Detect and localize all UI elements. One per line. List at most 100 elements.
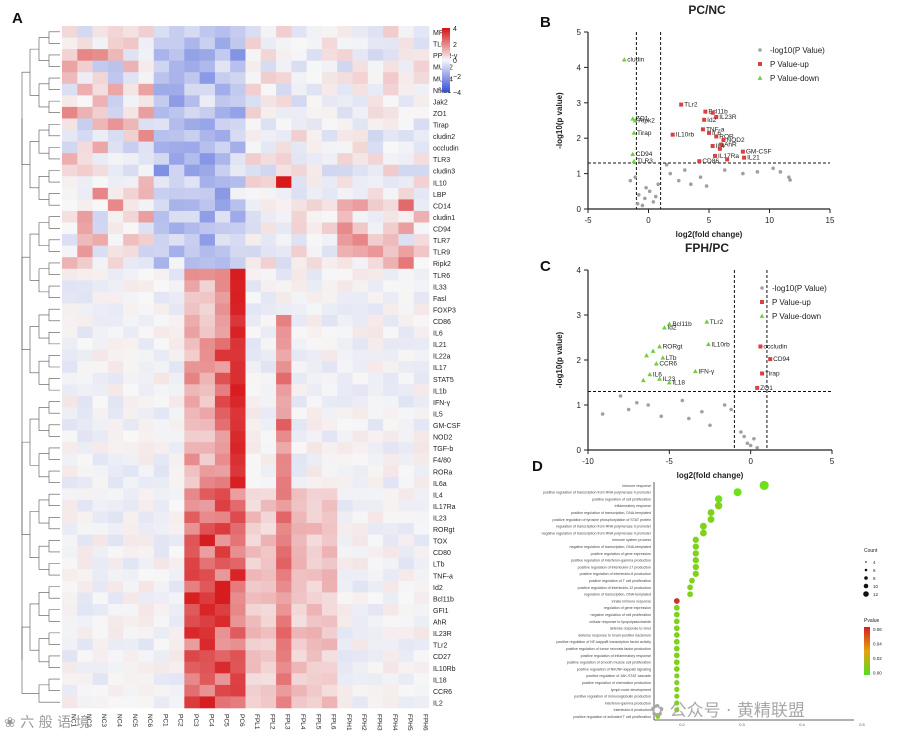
go-term-label: cellular response to lipopolysaccharide <box>589 620 651 624</box>
heatmap-cell <box>352 569 369 582</box>
colorbar-band <box>442 38 450 41</box>
heatmap-cell <box>199 291 216 304</box>
heatmap-cell <box>245 557 262 570</box>
point-down <box>704 319 710 324</box>
heatmap-cell <box>367 303 384 316</box>
heatmap-cell <box>352 314 369 327</box>
heatmap-cell <box>123 638 139 651</box>
heatmap-cell <box>367 199 384 212</box>
heatmap-cell <box>153 106 170 119</box>
heatmap-cell <box>153 245 170 258</box>
heatmap-cell <box>413 153 430 166</box>
heatmap-cell <box>153 511 170 524</box>
heatmap-cell <box>260 453 277 466</box>
heatmap-cell <box>92 141 109 154</box>
heatmap-cell <box>260 187 277 200</box>
heatmap-cell <box>383 395 399 408</box>
heatmap-cell <box>138 511 155 524</box>
heatmap-cell <box>260 60 277 73</box>
heatmap-cell <box>383 419 399 431</box>
heatmap-cell <box>413 187 430 200</box>
heatmap-cell <box>398 372 415 385</box>
heatmap-cell <box>383 361 399 374</box>
heatmap-cell <box>398 661 415 674</box>
point-label: LTb <box>666 355 677 362</box>
heatmap-cell <box>260 569 277 582</box>
heatmap-cell <box>383 338 399 350</box>
dendrogram-branch <box>48 77 60 90</box>
panel-label-d: D <box>532 458 543 475</box>
heatmap-cell <box>62 384 78 397</box>
heatmap-cell <box>337 210 353 223</box>
heatmap-cell <box>62 696 78 709</box>
enrichment-dot <box>673 604 680 611</box>
point-label: NOD2 <box>727 137 745 144</box>
heatmap-cell <box>413 546 430 559</box>
heatmap-cell <box>169 395 185 408</box>
heatmap-column-label: FPL6 <box>330 714 337 730</box>
heatmap-cell <box>276 580 292 593</box>
heatmap-cell <box>230 338 246 350</box>
heatmap-cell <box>352 534 369 547</box>
heatmap-cell <box>62 661 78 674</box>
heatmap-cell <box>92 37 109 50</box>
enrichment-dot <box>692 536 699 543</box>
heatmap-cell <box>77 684 93 697</box>
dendrogram-branch <box>48 632 60 645</box>
heatmap-cell <box>306 338 323 350</box>
heatmap-cell <box>276 222 292 235</box>
colorbar-band <box>442 74 450 77</box>
heatmap-cell <box>138 280 155 293</box>
point-up <box>755 385 760 390</box>
heatmap-cell <box>92 430 109 443</box>
point-ns <box>729 407 733 412</box>
point-label: IL23 <box>663 376 676 383</box>
heatmap-cell <box>184 523 200 535</box>
heatmap-cell <box>260 291 277 304</box>
heatmap-cell <box>138 488 155 501</box>
heatmap-cell <box>184 303 200 316</box>
heatmap-cell <box>337 130 353 142</box>
heatmap-cell <box>398 26 415 38</box>
heatmap-cell <box>92 476 109 489</box>
heatmap-cell <box>199 384 216 397</box>
heatmap-cell <box>383 303 399 316</box>
dendrogram-branch <box>48 239 60 252</box>
heatmap-cell <box>138 476 155 489</box>
heatmap-cell <box>245 592 262 605</box>
heatmap-row-label: RORgt <box>433 527 454 534</box>
heatmap-cell <box>291 488 307 501</box>
heatmap-cell <box>123 95 139 108</box>
go-term-label: defense response to Gram-positive bacter… <box>578 633 651 637</box>
heatmap-cell <box>291 268 307 281</box>
x-tick-label: 0.3 <box>739 722 745 727</box>
heatmap-cell <box>321 419 338 431</box>
heatmap-cell <box>413 245 430 258</box>
heatmap-cell <box>276 615 292 628</box>
heatmap-cell <box>199 153 216 166</box>
heatmap-cell <box>138 130 155 142</box>
heatmap-row-label: IL2 <box>433 700 443 707</box>
heatmap-cell <box>107 465 124 478</box>
heatmap-cell <box>291 419 307 431</box>
wm-left-icon: ❀ <box>4 715 16 731</box>
heatmap-cell <box>230 395 246 408</box>
go-term-label: positive regulation of interleukin-17 pr… <box>578 565 651 569</box>
heatmap-cell <box>199 603 216 616</box>
heatmap-cell <box>383 488 399 501</box>
dendrogram-branch <box>48 54 60 67</box>
heatmap-column-label: FPL5 <box>314 714 321 730</box>
heatmap-cell <box>199 661 216 674</box>
heatmap-cell <box>138 627 155 639</box>
heatmap-cell <box>398 684 415 697</box>
heatmap-cell <box>107 569 124 582</box>
heatmap-cell <box>276 661 292 674</box>
go-term-label: interleukin-6 production <box>614 708 651 712</box>
heatmap-cell <box>62 430 78 443</box>
heatmap-row-label: TNF-a <box>433 573 453 580</box>
heatmap-cell <box>169 430 185 443</box>
heatmap-cell <box>413 465 430 478</box>
heatmap-cell <box>276 83 292 96</box>
heatmap-cell <box>321 210 338 223</box>
